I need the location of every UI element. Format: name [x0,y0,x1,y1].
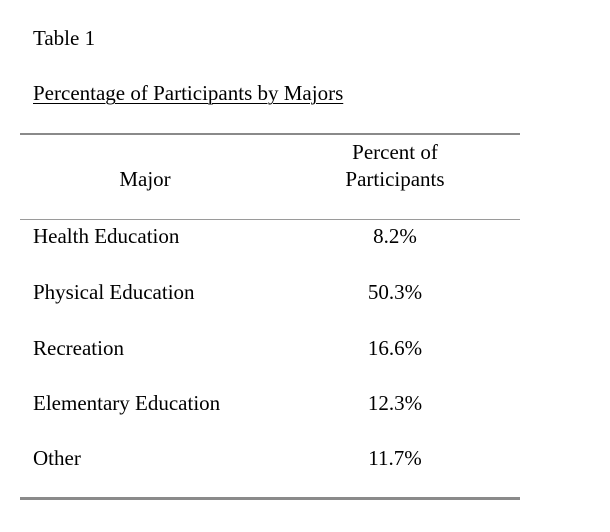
cell-percent: 16.6% [367,336,423,360]
column-header-percent-line1: Percent of [352,140,438,164]
cell-major: Elementary Education [33,391,221,415]
column-header-percent: Percent of Participants [270,139,520,193]
top-rule [20,133,520,135]
table-label: Table 1 [33,26,96,50]
cell-major: Recreation [33,336,124,360]
cell-percent: 12.3% [367,391,423,415]
table-row: Recreation 16.6% [20,334,520,362]
cell-percent: 11.7% [368,446,422,470]
table-row: Physical Education 50.3% [20,278,520,306]
header-rule [20,219,520,220]
bottom-rule [20,497,520,500]
column-header-percent-line2: Participants [345,167,445,191]
cell-major: Physical Education [33,280,195,304]
cell-percent: 50.3% [367,280,423,304]
table-row: Other 11.7% [20,444,520,472]
column-header-major: Major [119,167,171,191]
table-row: Health Education 8.2% [20,222,520,250]
cell-major: Other [33,446,81,470]
cell-major: Health Education [33,224,180,248]
table-title: Percentage of Participants by Majors [33,81,344,105]
table-row: Elementary Education 12.3% [20,389,520,417]
cell-percent: 8.2% [373,224,417,248]
